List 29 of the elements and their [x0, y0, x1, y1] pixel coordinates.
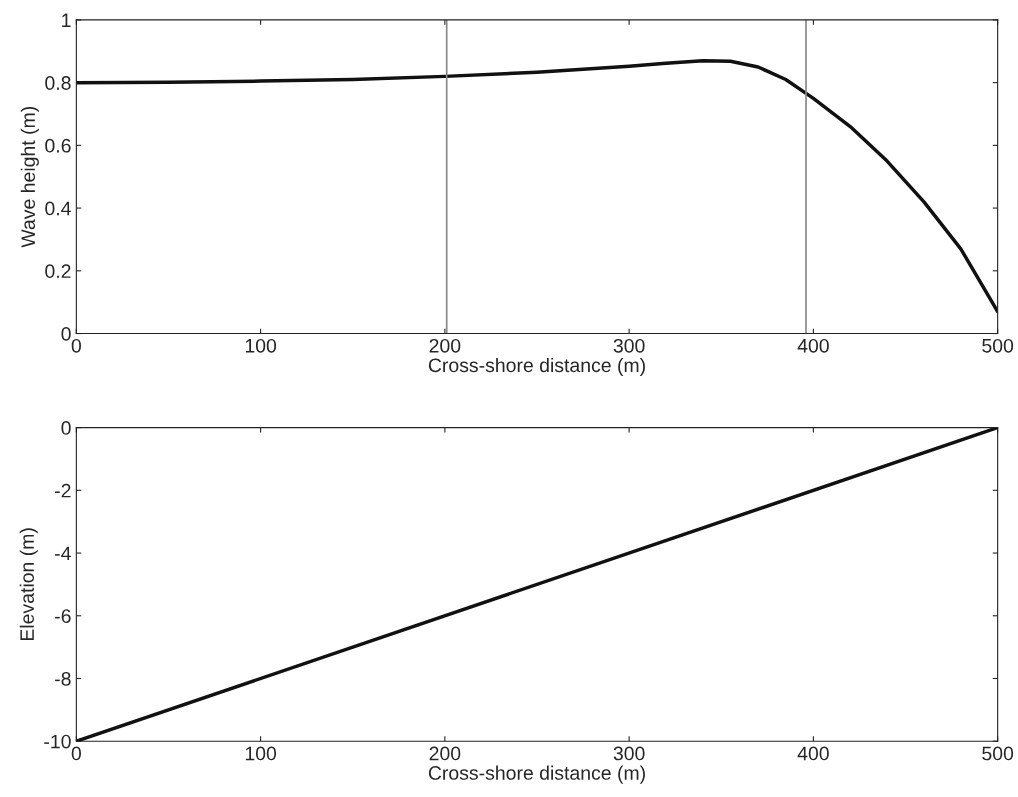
x-tick-label: 0	[71, 338, 81, 353]
y-tick-label: 0	[61, 421, 71, 435]
y-tick-label: 0.2	[45, 264, 71, 279]
y-tick-label: 0.6	[45, 138, 71, 153]
x-tick-label: 0	[71, 746, 81, 761]
x-tick-label: 100	[245, 746, 277, 761]
x-tick-label: 200	[429, 338, 461, 353]
y-tick-label: 0.8	[45, 76, 71, 90]
y-tick-label: -6	[55, 609, 71, 624]
y-tick-label: -2	[55, 483, 71, 498]
y-axis-title: Elevation (m)	[19, 528, 38, 641]
x-tick-label: 100	[245, 338, 277, 353]
x-tick-label: 300	[613, 338, 645, 353]
y-tick-label: -10	[44, 734, 71, 749]
x-tick-label: 400	[797, 746, 829, 761]
y-tick-label: -4	[55, 546, 71, 561]
line-series	[76, 58, 998, 314]
x-axis-title: Cross-shore distance (m)	[428, 765, 645, 784]
y-axis-title: Wave height (m)	[20, 106, 39, 248]
x-tick-label: 500	[982, 746, 1014, 761]
y-tick-label: -8	[55, 671, 71, 686]
x-tick-label: 400	[797, 338, 829, 353]
x-tick-label: 200	[429, 746, 461, 761]
x-tick-label: 500	[982, 338, 1014, 353]
y-tick-label: 0	[61, 327, 71, 341]
y-tick-label: 1	[62, 13, 71, 27]
y-tick-label: 0.4	[45, 201, 71, 216]
x-axis-title: Cross-shore distance (m)	[428, 357, 645, 377]
x-tick-label: 300	[613, 746, 645, 761]
